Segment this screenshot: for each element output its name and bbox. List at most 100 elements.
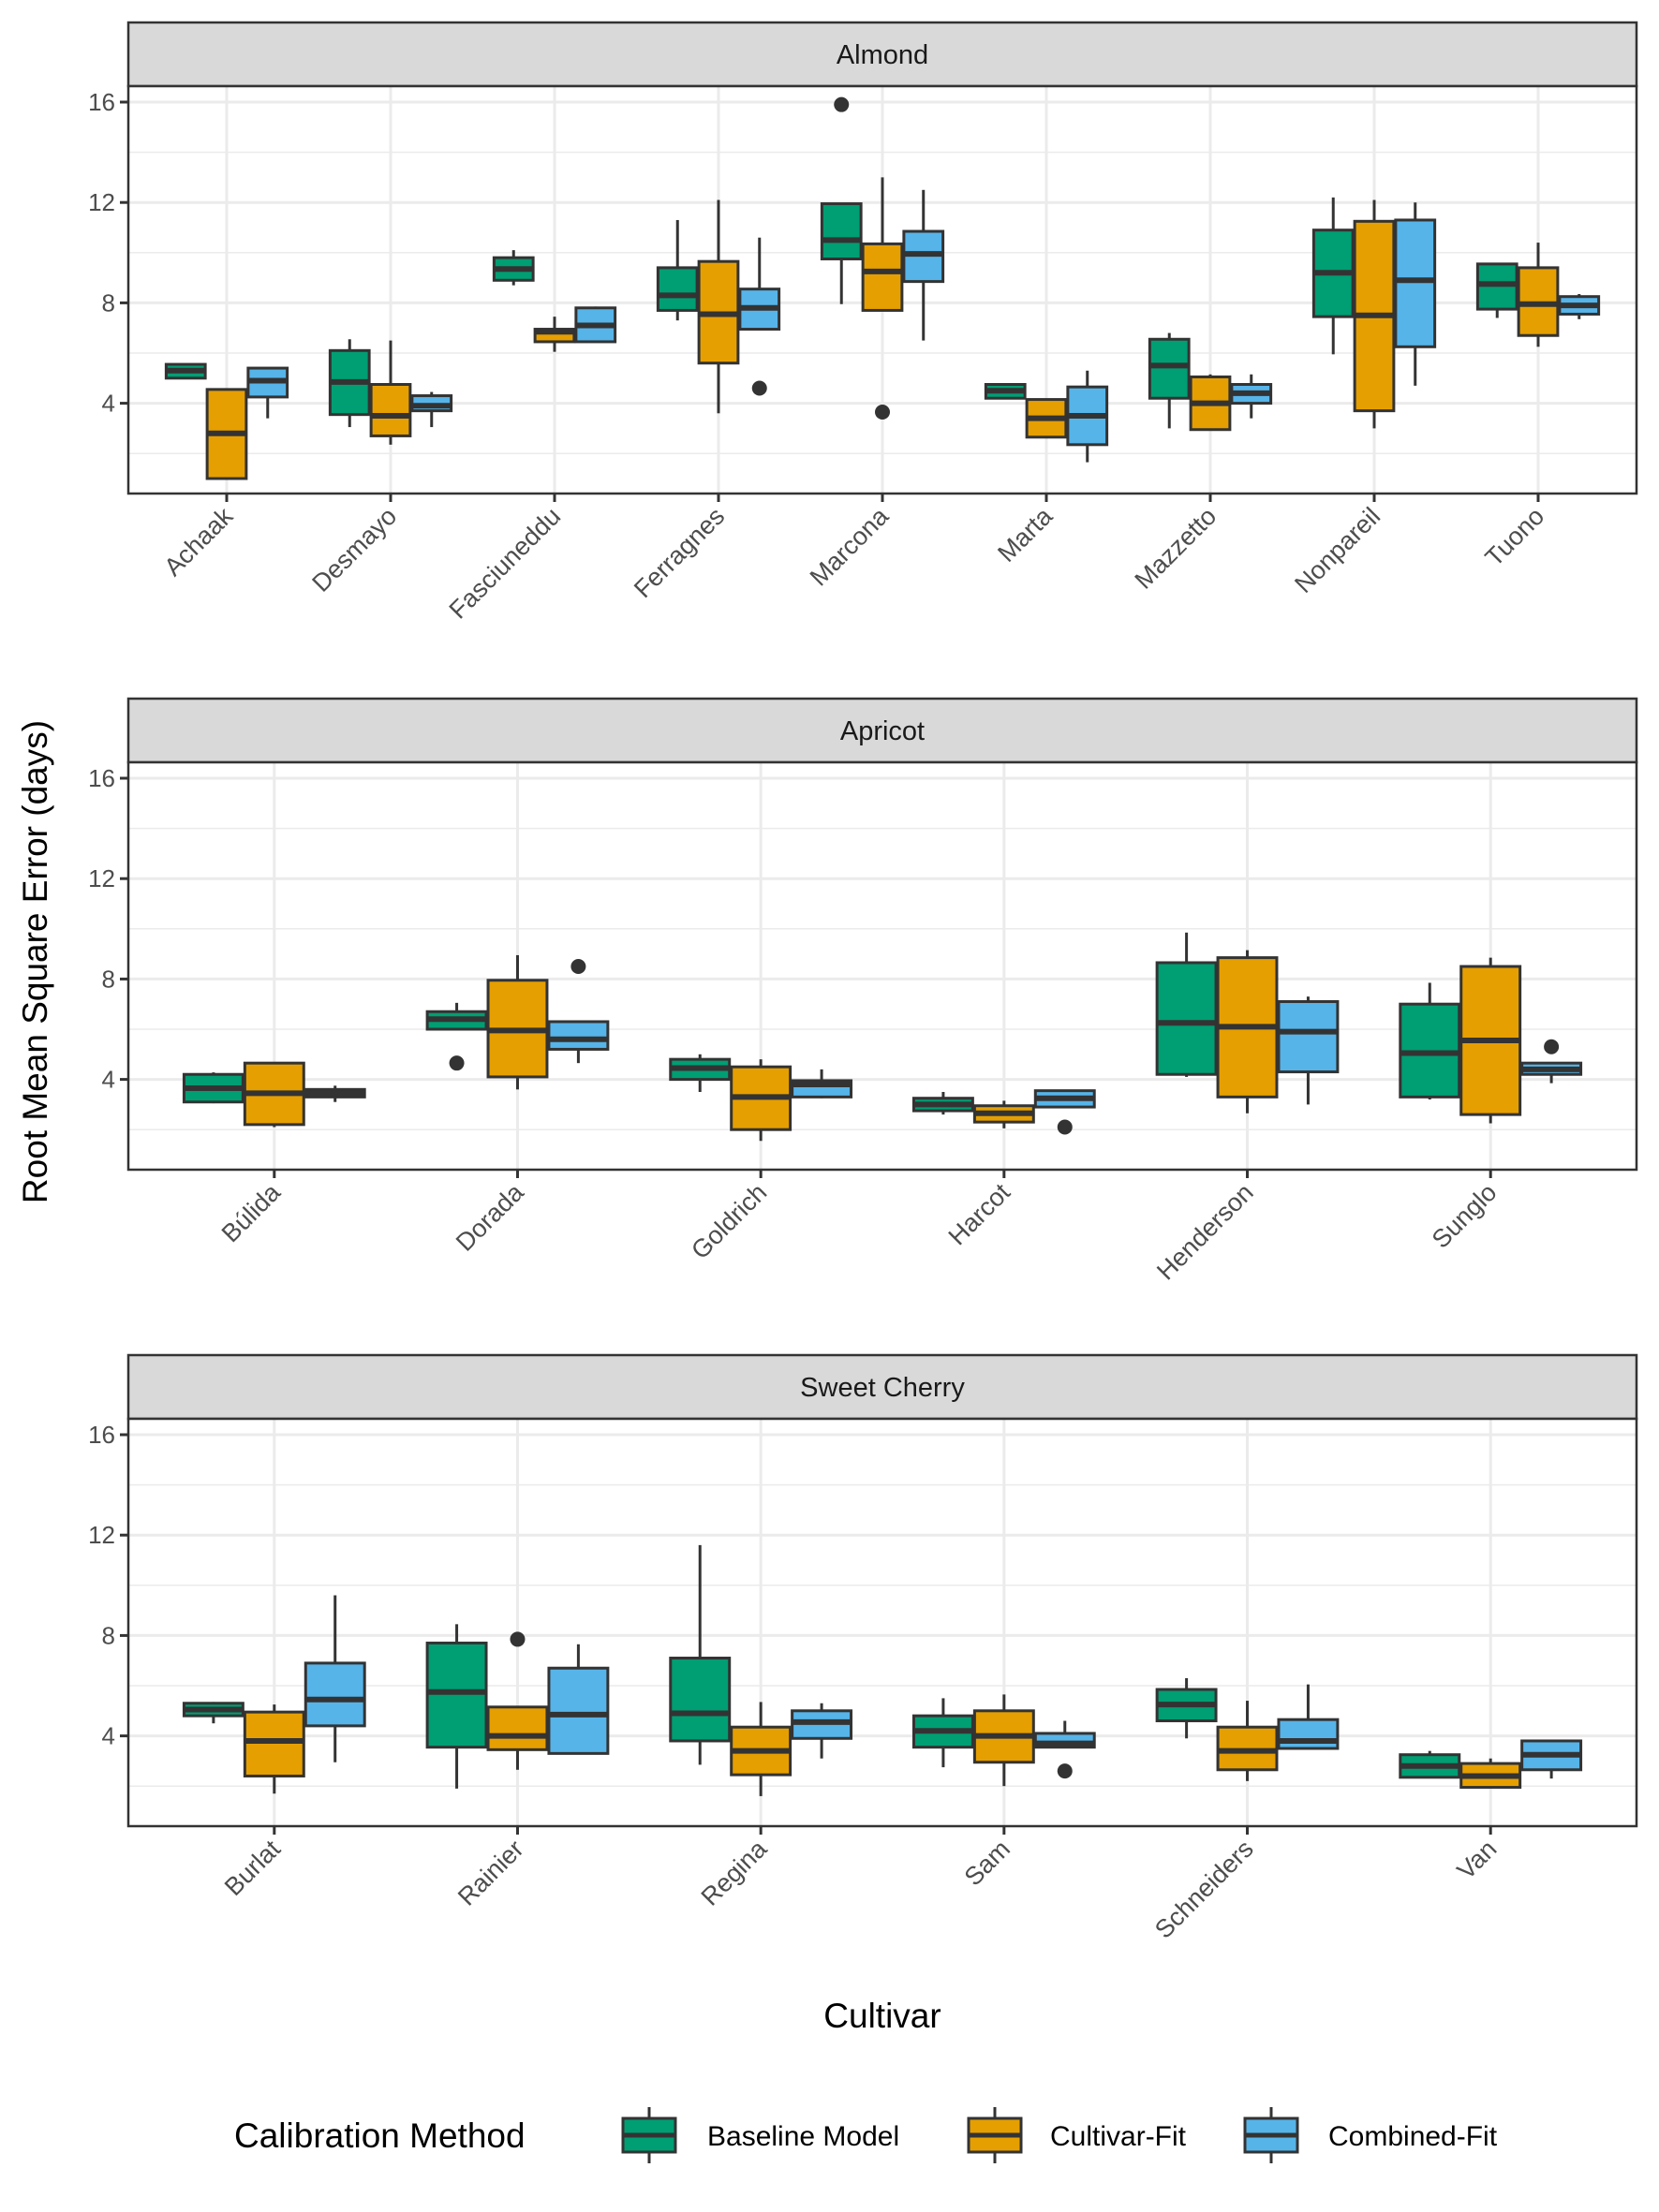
boxplot-baseline-model bbox=[1475, 262, 1518, 318]
boxplot-baseline-model bbox=[492, 250, 535, 286]
boxplot-baseline-model bbox=[182, 1072, 244, 1104]
panel-sweet-cherry: Sweet Cherry 4 8 12 16 Burlat Rainier Regina Sam… bbox=[88, 1353, 1638, 1944]
x-tick-label: Ferragnes bbox=[629, 502, 730, 603]
boxplot-combined-fit bbox=[547, 1644, 610, 1755]
y-tick-label: 4 bbox=[102, 1722, 115, 1750]
legend: Calibration Method Baseline Model Cultiva… bbox=[234, 2107, 1498, 2163]
x-tick-label: Rainier bbox=[452, 1835, 529, 1911]
boxplot-baseline-model bbox=[164, 362, 207, 380]
x-tick-label: Marcona bbox=[805, 501, 895, 591]
boxplot-cultivar-fit bbox=[533, 317, 576, 352]
legend-item-cultivar-fit: Cultivar-Fit bbox=[967, 2107, 1187, 2163]
boxplot-combined-fit bbox=[738, 237, 781, 396]
boxplot-combined-fit bbox=[1520, 1039, 1583, 1084]
boxplot-combined-fit bbox=[1066, 370, 1109, 463]
facet-strip-label: Apricot bbox=[840, 716, 925, 746]
facet-strip bbox=[126, 21, 1638, 88]
iqr-box bbox=[656, 266, 699, 312]
boxplot-combined-fit bbox=[1558, 294, 1601, 319]
x-tick-label: Goldrich bbox=[686, 1178, 772, 1264]
x-tick-label: Desmayo bbox=[306, 502, 402, 597]
facet-strip-label: Sweet Cherry bbox=[800, 1373, 965, 1403]
boxplot-baseline-model bbox=[656, 219, 699, 321]
legend-label: Combined-Fit bbox=[1328, 2121, 1498, 2152]
legend-label: Baseline Model bbox=[707, 2121, 899, 2152]
outlier-point bbox=[510, 1631, 526, 1647]
y-tick-label: 16 bbox=[88, 1421, 115, 1449]
x-tick-label: Fasciuneddu bbox=[444, 502, 567, 625]
panel-background bbox=[128, 762, 1637, 1170]
y-tick-label: 12 bbox=[88, 1521, 115, 1549]
boxplot-baseline-model bbox=[984, 383, 1027, 400]
panel-apricot: Apricot 4 8 12 16 Búlida Dorada Goldrich Harcot H… bbox=[88, 697, 1638, 1286]
boxplot-cultivar-fit bbox=[697, 199, 740, 414]
iqr-box bbox=[547, 1020, 610, 1051]
x-axis-title: Cultivar bbox=[823, 1997, 941, 2035]
x-tick-label: Van bbox=[1452, 1835, 1503, 1885]
boxplot-cultivar-fit bbox=[486, 1631, 549, 1770]
outlier-point bbox=[834, 96, 850, 112]
boxplot-baseline-model bbox=[820, 96, 863, 304]
panel-almond: Almond 4 8 12 16 Achaak Desmayo Fasciuneddu Ferr… bbox=[88, 21, 1638, 625]
boxplot-baseline-model bbox=[328, 339, 371, 428]
boxplot-baseline-model bbox=[1148, 332, 1191, 429]
x-tick-label: Henderson bbox=[1151, 1178, 1259, 1286]
iqr-box bbox=[861, 242, 904, 312]
panel-border bbox=[126, 760, 1638, 1172]
boxplot-cultivar-fit bbox=[1216, 1701, 1279, 1781]
outlier-point bbox=[570, 959, 586, 974]
x-tick-label: Sam bbox=[959, 1835, 1015, 1891]
boxplot-baseline-model bbox=[1399, 982, 1461, 1100]
legend-item-combined-fit: Combined-Fit bbox=[1243, 2107, 1498, 2163]
iqr-box bbox=[486, 1705, 549, 1751]
boxplot-baseline-model bbox=[182, 1702, 244, 1724]
y-axis-title: Root Mean Square Error (days) bbox=[16, 720, 54, 1203]
y-tick-label: 4 bbox=[102, 390, 115, 418]
facet-strip bbox=[126, 697, 1638, 764]
boxplot-cultivar-fit bbox=[1189, 374, 1232, 432]
boxplot-cultivar-fit bbox=[730, 1059, 792, 1142]
boxplot-cultivar-fit bbox=[369, 340, 412, 445]
boxplot-cultivar-fit bbox=[972, 1100, 1035, 1128]
iqr-box bbox=[1394, 218, 1437, 348]
boxplot-combined-fit bbox=[791, 1703, 853, 1759]
boxplot-baseline-model bbox=[911, 1698, 974, 1768]
boxplot-baseline-model bbox=[1311, 197, 1355, 355]
boxplot-cultivar-fit bbox=[1459, 1758, 1522, 1790]
outlier-point bbox=[449, 1055, 465, 1071]
x-tick-label: Burlat bbox=[219, 1835, 286, 1901]
panel-background bbox=[128, 1419, 1637, 1826]
boxplot-cultivar-fit bbox=[730, 1702, 792, 1796]
x-tick-label: Sunglo bbox=[1427, 1178, 1503, 1254]
boxplot-combined-fit bbox=[304, 1085, 366, 1102]
iqr-box bbox=[820, 202, 863, 260]
boxplot-cultivar-fit bbox=[486, 954, 549, 1090]
boxplot-combined-fit bbox=[410, 391, 453, 428]
iqr-box bbox=[1277, 1000, 1340, 1074]
boxplot-combined-fit bbox=[1520, 1739, 1583, 1779]
boxplot-baseline-model bbox=[669, 1544, 732, 1765]
y-tick-label: 16 bbox=[88, 88, 115, 116]
boxplot-combined-fit bbox=[574, 306, 617, 344]
boxplot-baseline-model bbox=[425, 1624, 488, 1789]
iqr-box bbox=[243, 1710, 305, 1777]
boxplot-baseline-model bbox=[1399, 1750, 1461, 1779]
x-tick-label: Nonpareil bbox=[1289, 502, 1385, 598]
x-tick-label: Dorada bbox=[451, 1177, 530, 1257]
iqr-box bbox=[304, 1661, 366, 1728]
x-tick-label: Mazzetto bbox=[1130, 502, 1222, 595]
x-tick-label: Achaak bbox=[158, 502, 238, 582]
boxplot-combined-fit bbox=[1033, 1720, 1096, 1779]
boxplot-baseline-model bbox=[1155, 1677, 1218, 1739]
boxplot-combined-fit bbox=[1277, 1684, 1340, 1750]
boxplot-combined-fit bbox=[1277, 996, 1340, 1105]
outlier-point bbox=[751, 380, 767, 396]
boxplot-baseline-model bbox=[1155, 932, 1218, 1077]
boxplot-combined-fit bbox=[246, 366, 289, 419]
boxplot-baseline-model bbox=[911, 1092, 974, 1115]
y-tick-label: 4 bbox=[102, 1066, 115, 1094]
legend-label: Cultivar-Fit bbox=[1050, 2121, 1187, 2152]
facet-strip bbox=[126, 1353, 1638, 1421]
boxplot-baseline-model bbox=[425, 1002, 488, 1071]
x-tick-label: Búlida bbox=[216, 1177, 287, 1247]
